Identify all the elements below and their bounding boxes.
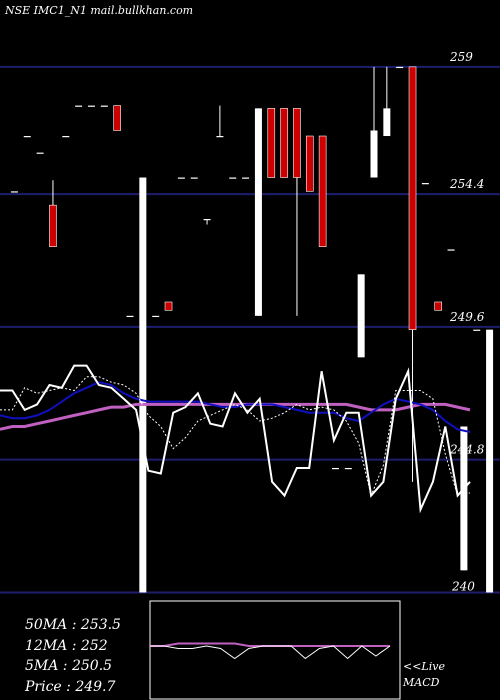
candle-body [447,249,455,251]
candle-body [113,105,121,131]
y-tick-label-partial: 240 [451,579,475,593]
candle-body [87,105,95,107]
candle-body [434,301,443,311]
macd-label-line2: MACD [402,676,440,689]
candle-body [344,467,352,470]
y-tick-label: 254.4 [449,177,484,191]
candle-body [62,136,70,138]
macd-line [150,645,391,660]
stat-5ma: 5MA : 250.5 [25,658,112,674]
y-tick-label: 259 [449,50,473,64]
candle-body [126,315,134,318]
candle-body [331,467,339,470]
candle-body [396,66,404,69]
candle-body [190,177,198,179]
y-tick-label: 249.6 [449,310,485,324]
gridlines [0,65,500,594]
stat-price: Price : 249.7 [24,679,116,695]
candle-body [49,204,57,247]
candle-body [36,152,44,154]
candle-body [177,177,185,179]
candle-body [267,108,276,178]
candle-body [203,219,211,221]
chart-title: NSE IMC1_N1 mail.bullkhan.com [4,4,193,17]
candle-body [305,135,314,192]
candle-body [460,426,468,571]
macd-panel [149,600,401,700]
candle-body [242,177,250,179]
macd-lines [150,642,391,660]
candle-body [408,66,417,330]
candle-body [486,329,494,593]
candle-body [229,177,237,179]
candle-body [318,135,327,247]
ma-long-line [0,402,471,431]
candle-body [216,136,224,138]
candle-body [164,301,173,311]
candle-body [75,105,83,107]
candle-body [421,183,429,185]
price-line [0,364,471,514]
ma-mid-line [0,381,471,433]
candle-body [370,130,378,178]
candle-body [100,105,108,107]
candle-body [152,315,160,318]
candle-body [293,108,301,178]
candle-body [473,329,481,331]
candle-body [383,108,391,137]
candle-body [357,274,365,358]
candlesticks [10,66,494,593]
moving-average-lines [0,364,471,514]
stat-50ma: 50MA : 253.5 [25,617,121,633]
stat-12ma: 12MA : 252 [25,638,108,654]
candle-body [280,108,288,178]
candle-body [254,108,262,316]
candle-body [139,177,147,593]
candle-body [10,191,18,193]
candle-body [23,136,31,138]
macd-label-line1: <<Live [403,660,445,673]
